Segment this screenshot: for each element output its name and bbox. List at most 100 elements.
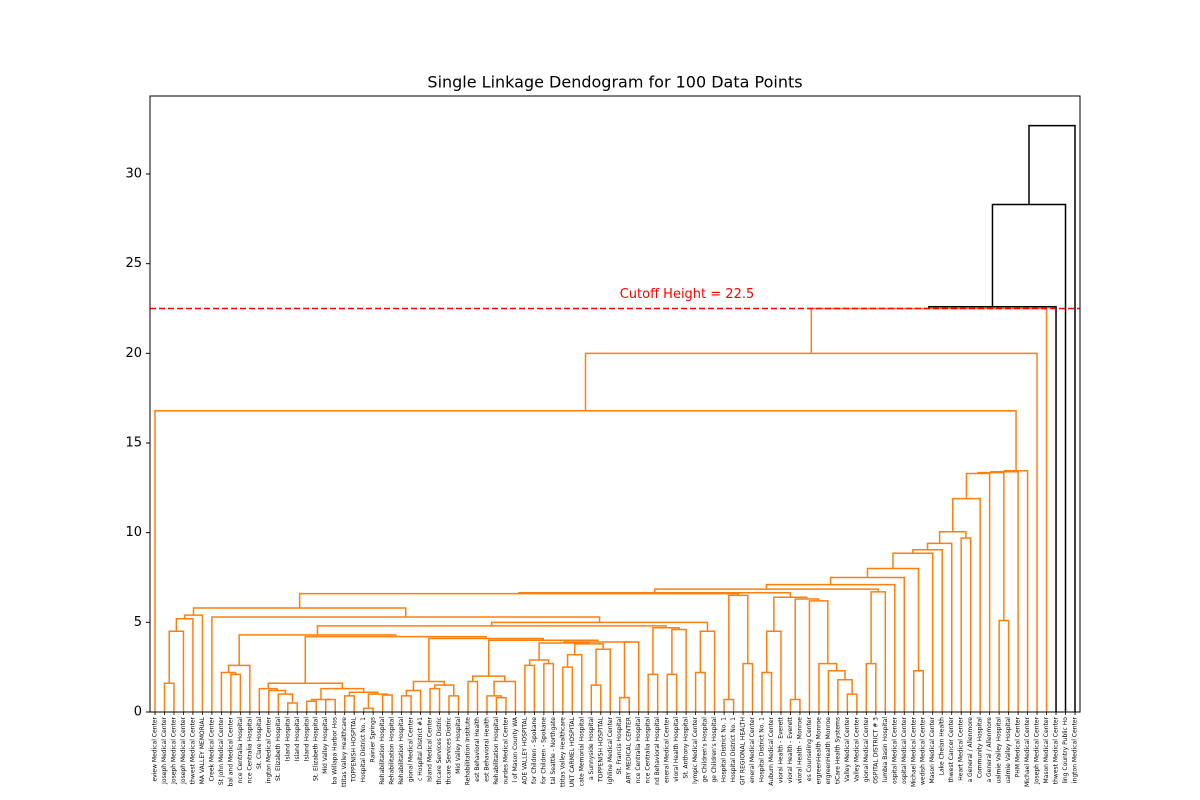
link bbox=[220, 671, 237, 712]
link bbox=[892, 552, 934, 712]
leaf-label: Mid Valley Hospital bbox=[455, 717, 462, 774]
link bbox=[434, 684, 455, 696]
leaf-label: thcare Services Distric bbox=[436, 717, 443, 784]
leaf-label: Rehabilitation Hospital bbox=[398, 717, 405, 785]
link bbox=[837, 678, 853, 712]
link bbox=[699, 630, 716, 712]
leaf-label: Joseph Medical Center bbox=[180, 716, 187, 784]
link bbox=[566, 653, 583, 712]
link bbox=[623, 641, 640, 712]
link bbox=[952, 497, 981, 712]
leaf-label: nce Centralia Hospital bbox=[246, 717, 253, 784]
leaf-label: UNT CARMEL HOSPITAL bbox=[569, 716, 576, 787]
leaf-label: St. Clare Hospital bbox=[256, 717, 263, 769]
y-tick-label: 25 bbox=[125, 256, 142, 271]
leaf-label: ARY MEDICAL CENTER bbox=[626, 717, 633, 783]
leaf-label: MA VALLEY MEMORIAL bbox=[199, 716, 206, 784]
link bbox=[381, 694, 393, 712]
link bbox=[960, 537, 972, 712]
leaf-label: for Children - Spokane bbox=[540, 717, 547, 784]
link bbox=[168, 630, 185, 712]
link bbox=[490, 621, 709, 632]
leaf-label: Community Hospital bbox=[977, 717, 984, 778]
leaf-label: Hospital District No. 1 bbox=[721, 717, 728, 783]
leaf-label: Michael Medical Center bbox=[910, 716, 917, 787]
link bbox=[870, 591, 887, 712]
leaf-label: nce Centralia Hospital bbox=[635, 717, 642, 784]
link bbox=[728, 594, 749, 700]
link bbox=[405, 689, 422, 712]
link bbox=[467, 680, 479, 712]
leaf-label: TOPPENISH HOSPITAL bbox=[351, 716, 358, 783]
leaf-label: ge Children's Hospital bbox=[711, 717, 718, 783]
leaf-label: ling Country Public Ho bbox=[1062, 717, 1069, 784]
leaf-label: Rehabilitation Hospital bbox=[379, 717, 386, 785]
leaf-label: vioral Health - Everett bbox=[777, 716, 784, 783]
link bbox=[175, 617, 194, 712]
leaf-label: gional Medical Center bbox=[408, 716, 415, 782]
leaf-label: nce Centralia Hospital bbox=[237, 717, 244, 784]
plot-frame bbox=[149, 95, 1081, 713]
link bbox=[866, 567, 920, 671]
leaf-label: tal Seattle - Northgate bbox=[550, 717, 557, 784]
leaf-label: Hospital District No. 1 bbox=[759, 717, 766, 783]
leaf-label: thwest Medical Center bbox=[1053, 716, 1060, 784]
link bbox=[538, 642, 590, 660]
leaf-label: ttitas Valley Healthcare bbox=[559, 717, 566, 787]
link bbox=[362, 707, 374, 712]
link bbox=[163, 682, 175, 712]
y-tick-label: 5 bbox=[134, 615, 142, 630]
link bbox=[348, 691, 379, 696]
leaf-label: eneral Medical Center bbox=[749, 716, 756, 783]
leaf-label: lumbia Basin Hospital bbox=[882, 717, 889, 782]
link bbox=[154, 409, 1017, 712]
leaf-label: Rehabilitation Hospital bbox=[389, 717, 396, 785]
leaf-label: est Behavioral Health bbox=[483, 717, 490, 782]
link bbox=[518, 591, 792, 598]
link bbox=[590, 684, 602, 712]
link bbox=[428, 637, 545, 682]
link bbox=[766, 630, 782, 712]
link bbox=[794, 598, 820, 700]
leaf-label: vioral Health - Monroe bbox=[796, 717, 803, 784]
leaf-label: Joseph Medical Center bbox=[170, 716, 177, 784]
leaf-label: tiCare Health Systems bbox=[834, 717, 841, 784]
leaf-label: TOPPENISH HOSPITAL bbox=[597, 716, 604, 783]
link bbox=[723, 698, 735, 712]
link bbox=[287, 702, 299, 712]
link bbox=[524, 664, 536, 712]
leaf-label: ttitas Valley Healthcare bbox=[341, 717, 348, 787]
leaf-label: St. Anthony Hospital bbox=[683, 717, 690, 779]
link bbox=[238, 634, 397, 666]
leaf-label: St. Elizabeth Hospital bbox=[275, 717, 282, 781]
leaf-label: OSPITAL DISTRICT # 3 bbox=[872, 717, 879, 784]
leaf-label: Island Medical Center bbox=[427, 716, 434, 781]
leaf-label: Valley Medical Center bbox=[853, 716, 860, 781]
leaf-label: Island Hospital bbox=[303, 717, 310, 762]
link bbox=[183, 614, 204, 712]
link bbox=[306, 700, 317, 712]
leaf-label: gional Medical Center bbox=[863, 716, 870, 782]
leaf-label: Rehabilitation Hospital bbox=[493, 717, 500, 785]
leaf-label: ergreenHealth Monroe bbox=[815, 717, 822, 785]
leaf-label: Island Hospital bbox=[294, 717, 301, 762]
link bbox=[810, 307, 1048, 712]
leaf-label: Hospital District No. 1 bbox=[730, 717, 737, 783]
leaf-label: wedish Medical Center bbox=[920, 716, 927, 785]
link bbox=[671, 628, 687, 712]
leaf-label: ge Children's Hospital bbox=[702, 717, 709, 783]
link bbox=[429, 687, 441, 712]
leaf-label: a General / Allenmore bbox=[986, 717, 993, 783]
leaf-label: Joseph Medical Center bbox=[161, 716, 168, 784]
link bbox=[448, 695, 460, 712]
link bbox=[938, 531, 967, 544]
y-tick-label: 20 bbox=[125, 346, 142, 361]
link bbox=[211, 616, 601, 712]
y-tick-label: 30 bbox=[125, 167, 142, 182]
leaf-label: ualmie Valley Hospital bbox=[1005, 717, 1012, 784]
link bbox=[495, 696, 507, 712]
link bbox=[647, 673, 659, 712]
leaf-label: l of Mason County WA bbox=[512, 716, 519, 783]
